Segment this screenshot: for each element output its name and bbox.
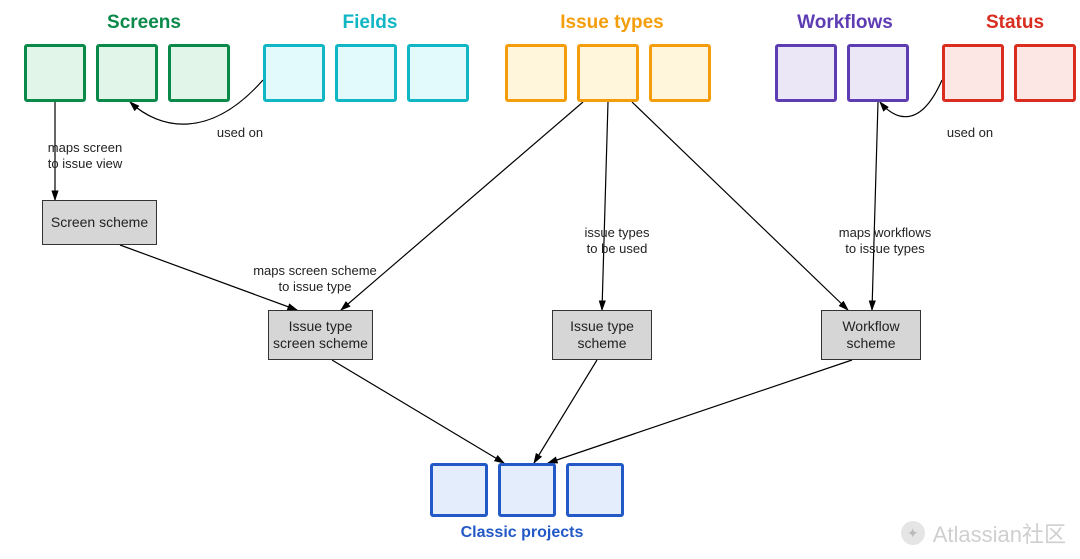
edge-label-field_to_screen: used on <box>205 125 275 141</box>
edge-itscheme_to_proj <box>534 360 597 463</box>
workflow-box-1 <box>775 44 837 102</box>
edge-label-sscheme_to_itss: maps screen scheme to issue type <box>235 263 395 296</box>
watermark: ✦ Atlassian社区 <box>901 517 1066 549</box>
edge-label-screen_to_sscheme: maps screen to issue view <box>30 140 140 173</box>
edge-wf_to_wfscheme <box>872 102 878 310</box>
edge-label-status_to_workflow: used on <box>935 125 1005 141</box>
field-box-2 <box>335 44 397 102</box>
screen-box-1 <box>24 44 86 102</box>
screen-box-2 <box>96 44 158 102</box>
scheme-screen_scheme: Screen scheme <box>42 200 157 245</box>
edge-label-itype_to_itscheme: issue types to be used <box>562 225 672 258</box>
edge-itype_to_wfscheme <box>632 102 848 310</box>
header-screens: Screens <box>94 12 194 34</box>
scheme-issue_type_scheme: Issue type scheme <box>552 310 652 360</box>
edge-itss_to_projects <box>332 360 504 463</box>
project-box-2 <box>498 463 556 517</box>
header-workflows: Workflows <box>790 12 900 34</box>
statusbx-box-1 <box>942 44 1004 102</box>
workflow-box-2 <box>847 44 909 102</box>
issuetype-box-2 <box>577 44 639 102</box>
project-box-3 <box>566 463 624 517</box>
wechat-icon: ✦ <box>901 521 925 545</box>
issuetype-box-3 <box>649 44 711 102</box>
scheme-workflow_scheme: Workflow scheme <box>821 310 921 360</box>
header-issuetypes: Issue types <box>552 12 672 34</box>
project-box-1 <box>430 463 488 517</box>
header-status: Status <box>975 12 1055 34</box>
screen-box-3 <box>168 44 230 102</box>
edge-label-wf_to_wfscheme: maps workflows to issue types <box>820 225 950 258</box>
edge-wfscheme_to_proj <box>548 360 852 463</box>
watermark-text: Atlassian社区 <box>933 517 1066 549</box>
statusbx-box-2 <box>1014 44 1076 102</box>
header-fields: Fields <box>330 12 410 34</box>
edge-itype_to_itscheme <box>602 102 608 310</box>
classic-projects-label: Classic projects <box>452 524 592 542</box>
field-box-3 <box>407 44 469 102</box>
issuetype-box-1 <box>505 44 567 102</box>
scheme-issue_type_screen_sch: Issue type screen scheme <box>268 310 373 360</box>
field-box-1 <box>263 44 325 102</box>
